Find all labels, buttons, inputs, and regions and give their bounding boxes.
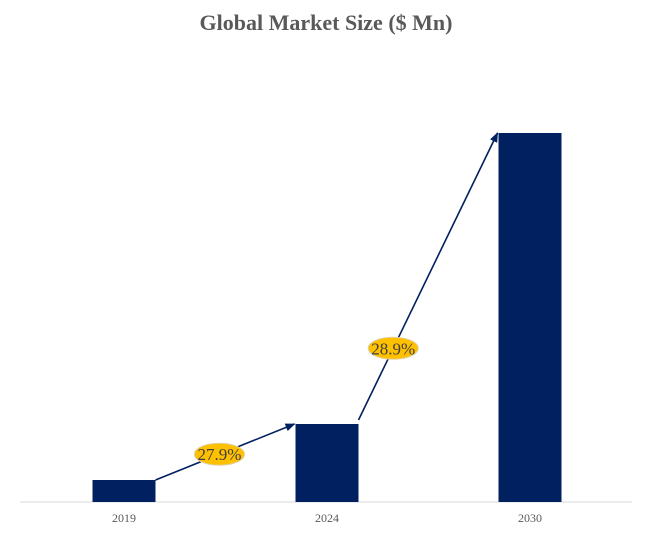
cagr-label: 28.9% [371, 339, 415, 358]
x-tick-label: 2030 [518, 511, 542, 525]
cagr-badge [193, 442, 245, 466]
x-tick-label: 2024 [315, 511, 339, 525]
bar-2024 [295, 424, 359, 502]
cagr-label: 27.9% [197, 445, 241, 464]
cagr-badge [367, 336, 419, 360]
growth-arrow [357, 132, 499, 421]
bar-2030 [498, 133, 562, 502]
x-tick-label: 2019 [112, 511, 136, 525]
bar-2019 [92, 480, 156, 502]
chart-title: Global Market Size ($ Mn) [199, 10, 453, 35]
